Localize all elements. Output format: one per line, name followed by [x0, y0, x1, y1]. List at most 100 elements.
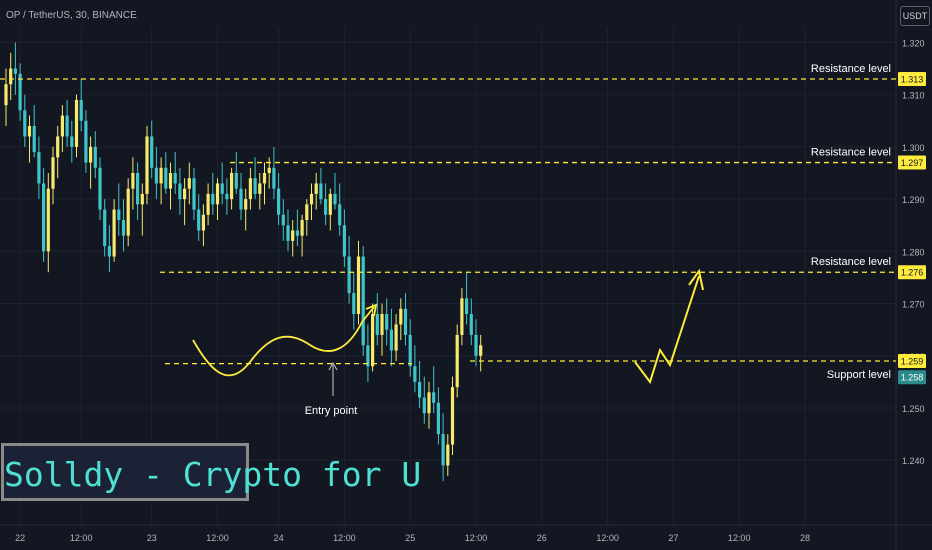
candle-body	[314, 183, 318, 194]
candle-body	[291, 230, 295, 241]
price-tick-label: 1.320	[902, 38, 925, 48]
candle-body	[60, 115, 64, 137]
candle-body	[356, 256, 361, 314]
candle-body	[281, 214, 285, 226]
price-tick-label: 1.310	[902, 91, 925, 101]
candle-body	[197, 209, 201, 231]
candle-body	[201, 214, 205, 231]
candle-body	[342, 225, 346, 257]
candle-body	[206, 193, 210, 215]
level-price-badge	[898, 265, 926, 280]
candle-body	[164, 167, 168, 189]
candle-body	[267, 167, 271, 173]
projection-arrowhead	[688, 268, 704, 291]
candle-body	[441, 434, 445, 466]
symbol-header: OP / TetherUS, 30, BINANCE	[6, 10, 137, 21]
candle-body	[183, 188, 187, 200]
candle-body	[168, 173, 173, 189]
time-tick-label: 24	[274, 533, 284, 543]
candle-body	[258, 183, 262, 194]
candle-body	[84, 120, 88, 163]
candle-body	[70, 136, 74, 147]
candle-body	[225, 193, 229, 200]
candle-body	[112, 209, 116, 257]
candle-body	[272, 167, 276, 189]
candle-body	[145, 136, 149, 194]
time-tick-label: 12:00	[728, 533, 751, 543]
candle-body	[136, 173, 140, 205]
candle-body	[192, 178, 196, 210]
wave-arrow	[192, 306, 375, 377]
candle-body	[450, 387, 455, 445]
candle-body	[65, 115, 69, 137]
candle-body	[37, 152, 41, 184]
candle-body	[300, 220, 304, 236]
level-price-badge-text: 1.297	[901, 158, 924, 168]
time-tick-label: 26	[537, 533, 547, 543]
candle-body	[211, 193, 215, 205]
last-price-badge	[898, 370, 926, 385]
candle-body	[469, 314, 473, 335]
level-price-badge-text: 1.276	[901, 268, 924, 278]
price-tick-label: 1.280	[902, 247, 925, 257]
time-tick-label: 12:00	[596, 533, 619, 543]
candle-body	[432, 392, 436, 403]
candle-body	[324, 199, 328, 215]
time-tick-label: 12:00	[333, 533, 356, 543]
candle-body	[394, 324, 398, 351]
candle-body	[154, 167, 158, 184]
level-price-badge	[898, 354, 926, 368]
candle-body	[89, 146, 93, 163]
candle-body	[56, 136, 60, 158]
candle-body	[436, 402, 440, 435]
entry-pointer-head	[328, 361, 338, 371]
candle-body	[253, 178, 257, 194]
candle-body	[333, 193, 337, 205]
candles-layer	[4, 42, 483, 482]
levels-layer: Resistance level Resistance level Resistan…	[0, 63, 896, 381]
candle-body	[389, 329, 393, 351]
level-price-badge-text: 1.313	[901, 75, 924, 85]
time-tick-label: 28	[800, 533, 810, 543]
candle-body	[173, 173, 177, 184]
candle-body	[399, 308, 403, 325]
candle-body	[460, 298, 464, 335]
level-price-badge	[898, 155, 926, 170]
currency-badge[interactable]: USDT	[900, 6, 930, 26]
time-tick-label: 12:00	[465, 533, 488, 543]
candle-body	[371, 314, 375, 367]
time-tick-label: 25	[405, 533, 415, 543]
time-tick-label: 22	[15, 533, 25, 543]
price-axis[interactable]: 1.3201.3101.3001.2901.2801.2701.2601.250…	[898, 38, 926, 466]
candle-body	[51, 157, 55, 189]
time-tick-label: 12:00	[206, 533, 229, 543]
level-label: Resistance level	[811, 63, 891, 75]
candle-body	[159, 167, 163, 184]
level-label: Resistance level	[811, 256, 891, 268]
candle-body	[18, 73, 22, 111]
candle-body	[103, 209, 107, 247]
candle-body	[305, 204, 309, 220]
level-price-badge	[898, 72, 926, 86]
price-tick-label: 1.300	[902, 143, 925, 153]
candle-body	[403, 308, 408, 335]
candle-body	[418, 381, 422, 398]
candle-body	[4, 84, 8, 106]
candle-body	[262, 173, 267, 184]
level-label: Resistance level	[811, 147, 891, 159]
candle-body	[98, 167, 102, 210]
candle-body	[32, 126, 36, 153]
time-axis[interactable]: 22 12:00 23 12:00 24 12:00 25 12:00 26 12:00 27 12:…	[15, 533, 810, 543]
candle-body	[295, 230, 299, 236]
candle-body	[27, 126, 32, 137]
candle-body	[380, 314, 384, 335]
time-tick-label: 27	[668, 533, 678, 543]
candle-body	[9, 68, 13, 85]
candle-body	[150, 136, 154, 168]
candle-body	[239, 188, 243, 210]
time-tick-label: 12:00	[70, 533, 93, 543]
candle-body	[465, 298, 469, 314]
price-tick-label: 1.240	[902, 456, 925, 466]
drawings-layer: Entry point	[165, 268, 704, 417]
